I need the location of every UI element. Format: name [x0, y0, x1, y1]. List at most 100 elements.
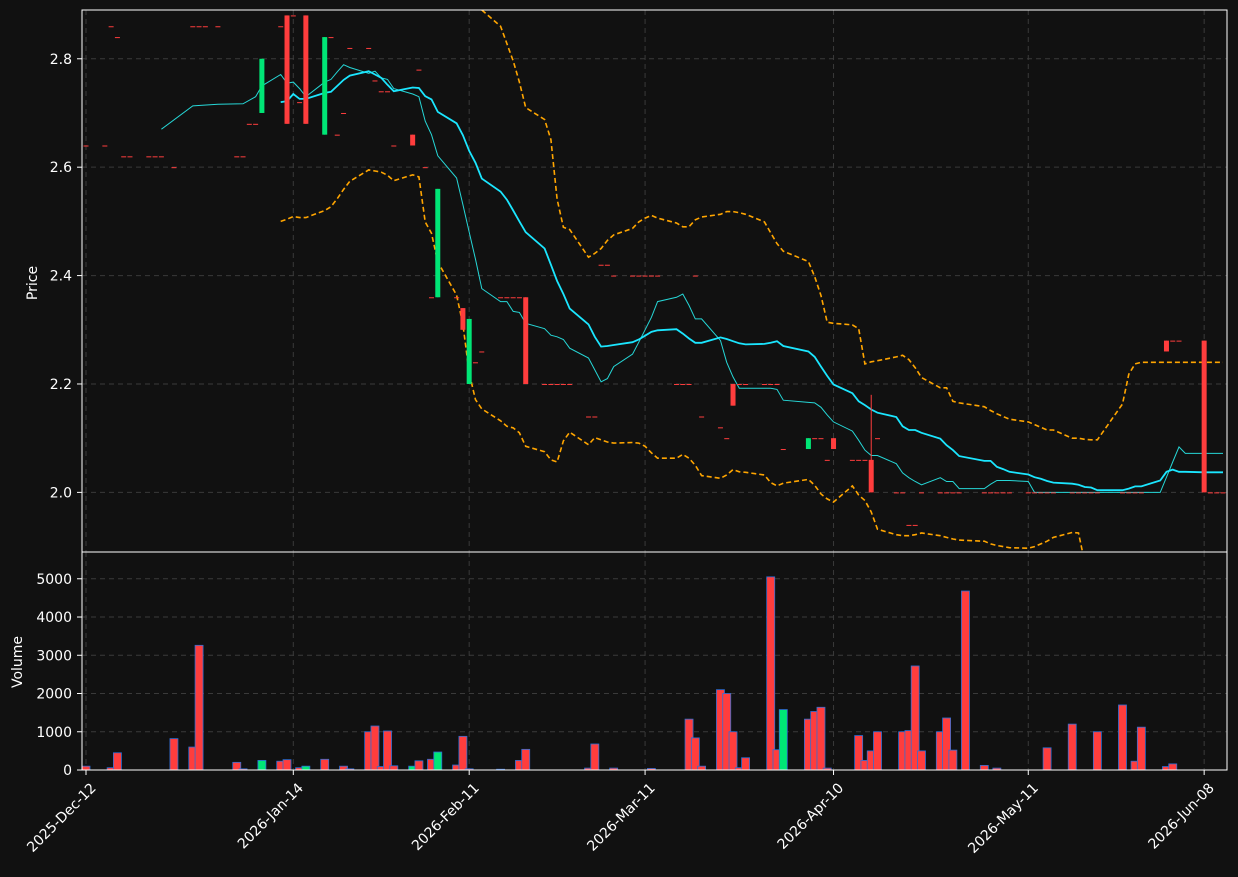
volume-panel-frame [81, 551, 1228, 771]
candle-body [410, 134, 416, 146]
volume-bar [383, 730, 392, 770]
volume-y-tick-label: 4000 [36, 610, 72, 626]
volume-bar [521, 748, 531, 770]
candle-body [215, 26, 221, 28]
moving-average-line [280, 70, 1223, 492]
price-grid [82, 10, 1227, 552]
candle-body [378, 91, 384, 93]
candle-body [1176, 340, 1182, 342]
volume-bar [697, 765, 707, 770]
candle-body [297, 102, 303, 104]
candle-body [717, 427, 723, 429]
candle-body [328, 37, 334, 39]
candle-body [743, 383, 749, 385]
candle-body [83, 145, 89, 147]
candle-body [523, 297, 529, 384]
candle-body [780, 449, 786, 451]
candle-body [246, 123, 252, 125]
candle-body [278, 26, 284, 28]
price-candles [83, 15, 1226, 526]
candle-body [1032, 492, 1038, 494]
candle-body [1126, 492, 1132, 494]
volume-bar [464, 768, 474, 770]
candle-body [152, 156, 158, 158]
price-axis-label: Price [25, 266, 41, 300]
candle-body [1132, 492, 1138, 494]
candle-body [598, 264, 604, 266]
candle-body [1094, 492, 1100, 494]
candle-body [253, 123, 259, 125]
candle-body [202, 26, 208, 28]
candle-body [422, 167, 428, 169]
volume-bar [690, 737, 700, 770]
candle-body [912, 524, 918, 526]
volume-bar [458, 735, 468, 770]
candle-body [303, 15, 309, 124]
candle-body [284, 15, 290, 124]
volume-bar [389, 765, 399, 770]
volume-bar [232, 761, 242, 770]
candle-body [347, 47, 353, 49]
candle-body [114, 37, 120, 39]
candle-body [196, 26, 202, 28]
volume-bar [1168, 763, 1178, 770]
candle-body [768, 383, 774, 385]
candle-body [366, 47, 372, 49]
candle-body [554, 383, 560, 385]
volume-bar [1067, 723, 1077, 770]
candle-body [146, 156, 152, 158]
candle-body [1170, 340, 1176, 342]
band-line [280, 169, 1084, 552]
volume-bar [414, 760, 424, 770]
volume-axis-label: Volume [10, 636, 26, 688]
candle-body [504, 297, 510, 299]
candle-body [673, 383, 679, 385]
candle-body [341, 112, 347, 114]
candle-body [937, 492, 943, 494]
volume-bar [1042, 747, 1052, 770]
candle-body [516, 297, 522, 299]
candle-body [604, 264, 610, 266]
candle-body [510, 297, 516, 299]
volume-bar [741, 757, 750, 770]
candle-body [900, 492, 906, 494]
volume-bar [301, 765, 311, 770]
candle-body [1214, 492, 1220, 494]
candle-body [692, 275, 698, 277]
price-y-tick-label: 2.0 [50, 485, 72, 501]
candle-body [1038, 492, 1044, 494]
volume-y-tick-label: 0 [63, 763, 72, 779]
candle-body [988, 492, 994, 494]
volume-bar [728, 731, 738, 770]
volume-bar [169, 738, 179, 770]
price-y-tick-label: 2.6 [50, 160, 72, 176]
volume-bar [370, 725, 380, 770]
volume-bar [238, 768, 248, 770]
volume-bar [917, 750, 926, 770]
candle-body [454, 297, 460, 299]
candle-body [648, 275, 654, 277]
volume-bar [82, 765, 91, 770]
candle-body [567, 383, 573, 385]
candle-body [956, 492, 962, 494]
candle-body [460, 308, 466, 330]
candle-body [102, 145, 108, 147]
candle-body [736, 383, 742, 385]
candle-body [372, 80, 378, 82]
candle-body [234, 156, 240, 158]
candle-body [548, 383, 554, 385]
candle-body [385, 91, 391, 93]
candle-body [479, 351, 485, 353]
candle-body [391, 145, 397, 147]
candle-body [761, 383, 767, 385]
candle-body [642, 275, 648, 277]
candle-body [127, 156, 133, 158]
volume-bar [257, 760, 267, 770]
candle-body [240, 156, 246, 158]
candle-body [1119, 492, 1125, 494]
candle-body [190, 26, 196, 28]
candle-body [259, 58, 265, 113]
candle-body [1076, 492, 1082, 494]
